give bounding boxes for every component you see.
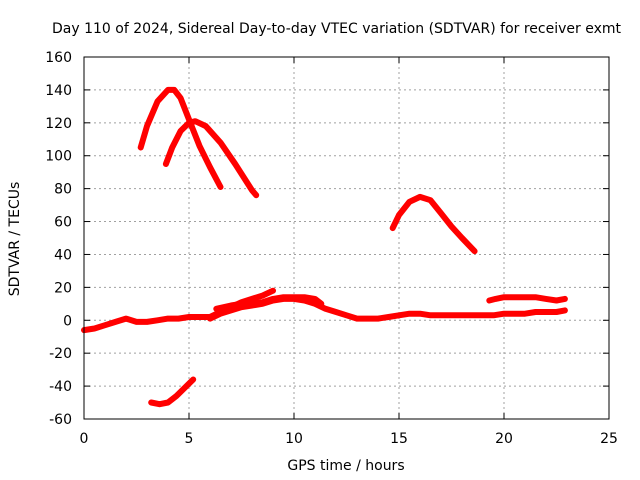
series-line-arc-2 bbox=[162, 118, 260, 199]
x-tick-label: 15 bbox=[390, 431, 408, 447]
x-tick-label: 5 bbox=[185, 431, 194, 447]
y-tick-label: -20 bbox=[49, 346, 72, 362]
y-tick-label: 60 bbox=[54, 215, 72, 231]
y-tick-label: 80 bbox=[54, 182, 72, 198]
tick-labels: 0 5 10 15 20 25 -60 -40 -20 0 20 40 60 80 100 120 140 160 bbox=[45, 50, 618, 447]
x-tick-label: 20 bbox=[495, 431, 513, 447]
x-axis-label: GPS time / hours bbox=[287, 458, 404, 474]
y-axis-label: SDTVAR / TECUs bbox=[7, 182, 23, 297]
x-tick-label: 25 bbox=[600, 431, 618, 447]
y-tick-label: 0 bbox=[63, 313, 72, 329]
chart-title: Day 110 of 2024, Sidereal Day-to-day VTE… bbox=[52, 21, 622, 37]
series-line-arc-7 bbox=[213, 294, 325, 312]
x-tick-label: 0 bbox=[80, 431, 89, 447]
y-tick-label: 100 bbox=[45, 149, 72, 165]
x-tick-label: 10 bbox=[285, 431, 303, 447]
grid bbox=[83, 56, 610, 420]
y-tick-label: -60 bbox=[49, 412, 72, 428]
y-tick-label: 20 bbox=[54, 280, 72, 296]
series-line-arc-1 bbox=[137, 86, 224, 190]
series-line-arc-8 bbox=[486, 294, 568, 304]
series-line-arc-4 bbox=[148, 376, 197, 408]
y-tick-label: 160 bbox=[45, 50, 72, 66]
y-tick-label: -40 bbox=[49, 379, 72, 395]
series-line-arc-3 bbox=[389, 193, 478, 255]
y-tick-label: 120 bbox=[45, 116, 72, 132]
y-tick-label: 40 bbox=[54, 247, 72, 263]
series-group bbox=[81, 86, 568, 408]
series-line-arc-5 bbox=[81, 287, 276, 334]
plot-frame bbox=[83, 56, 610, 420]
y-tick-label: 140 bbox=[45, 83, 72, 99]
